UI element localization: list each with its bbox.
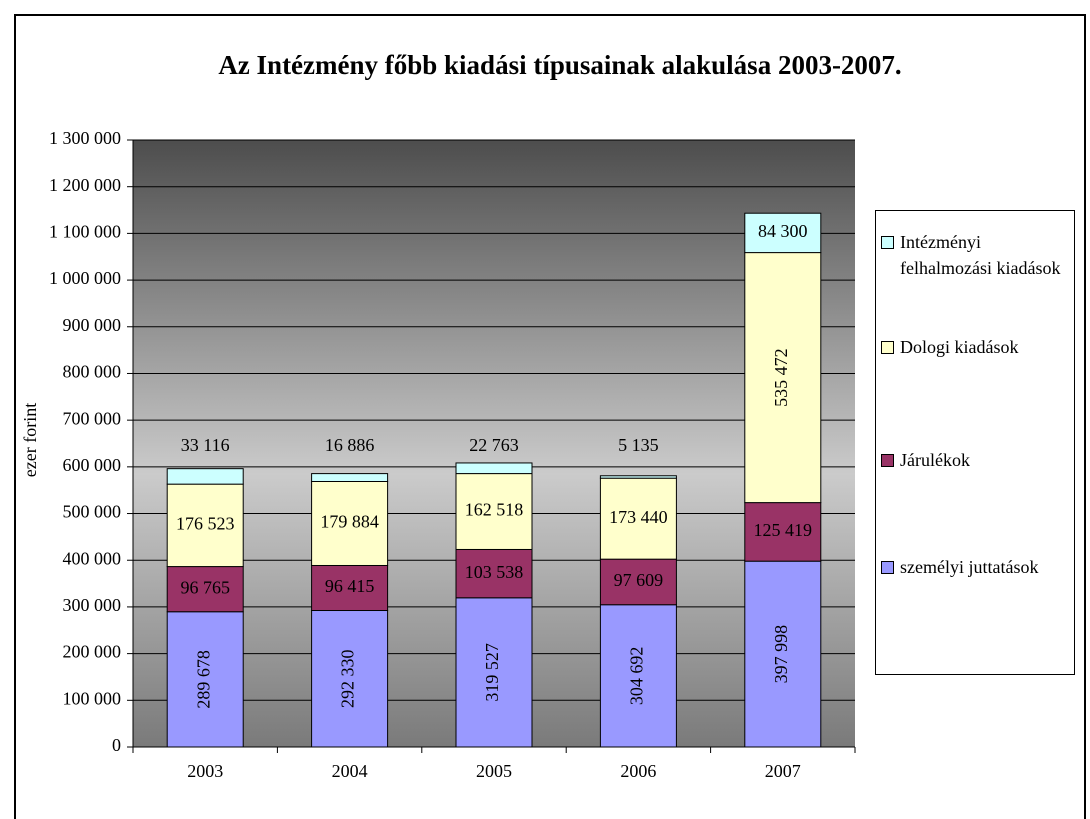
- value-label: 179 884: [320, 512, 379, 532]
- value-label: 125 419: [754, 520, 813, 540]
- y-tick-label: 1 100 000: [49, 222, 121, 242]
- value-label: 176 523: [176, 513, 235, 533]
- bar-segment: [311, 564, 389, 612]
- value-label: 5 135: [618, 435, 659, 455]
- value-label: 162 518: [465, 500, 524, 520]
- legend-swatch: [881, 236, 894, 249]
- x-tick-label: 2007: [765, 761, 801, 781]
- value-label: 319 527: [482, 643, 502, 702]
- y-tick-label: 700 000: [63, 408, 122, 428]
- bar-segment: [166, 468, 244, 485]
- y-tick-label: 900 000: [63, 315, 122, 335]
- legend-swatch: [881, 561, 894, 574]
- y-tick-label: 0: [112, 735, 121, 755]
- y-tick-label: 100 000: [63, 688, 122, 708]
- bar-segment: [166, 611, 244, 748]
- x-tick-label: 2004: [332, 761, 368, 781]
- bar-segment: [455, 462, 533, 475]
- bar-segment: [311, 473, 389, 482]
- value-label: 292 330: [338, 650, 358, 709]
- y-tick-label: 1 200 000: [49, 175, 121, 195]
- legend-swatch: [881, 454, 894, 467]
- value-label: 16 886: [325, 435, 375, 455]
- y-tick-label: 300 000: [63, 595, 122, 615]
- x-tick-label: 2005: [476, 761, 512, 781]
- legend-entry: Járulékok: [881, 447, 1071, 473]
- value-label: 22 763: [469, 435, 519, 455]
- y-tick-label: 1 000 000: [49, 268, 121, 288]
- y-tick-label: 1 300 000: [49, 128, 121, 148]
- value-label: 33 116: [181, 435, 230, 455]
- bar-segment: [744, 560, 822, 748]
- bar-segment: [166, 566, 244, 613]
- value-label: 97 609: [614, 570, 664, 590]
- legend-entry: Intézményi felhalmozási kiadások: [881, 229, 1071, 281]
- legend-label: személyi juttatások: [900, 557, 1039, 577]
- value-label: 289 678: [193, 650, 213, 709]
- legend-entry: Dologi kiadások: [881, 334, 1071, 360]
- value-label: 84 300: [758, 221, 808, 241]
- legend-label: Járulékok: [900, 450, 970, 470]
- legend-label: Intézményi felhalmozási kiadások: [900, 232, 1061, 278]
- value-label: 96 415: [325, 576, 375, 596]
- chart-title: Az Intézmény főbb kiadási típusainak ala…: [218, 50, 901, 80]
- bar-segment: [455, 548, 533, 599]
- y-tick-label: 600 000: [63, 455, 122, 475]
- bar-segment: [599, 604, 677, 748]
- bar-segment: [311, 610, 389, 748]
- y-tick-label: 400 000: [63, 548, 122, 568]
- bar-segment: [311, 480, 389, 566]
- y-tick-label: 200 000: [63, 642, 122, 662]
- bar-segment: [599, 475, 677, 479]
- bar-segment: [744, 502, 822, 562]
- value-label: 535 472: [771, 348, 791, 407]
- y-axis-label: ezer forint: [20, 403, 40, 477]
- legend-swatch: [881, 341, 894, 354]
- value-label: 103 538: [465, 562, 524, 582]
- legend-entry: személyi juttatások: [881, 554, 1071, 580]
- bar-segment: [599, 477, 677, 560]
- x-tick-label: 2006: [620, 761, 656, 781]
- y-tick-label: 500 000: [63, 502, 122, 522]
- value-label: 304 692: [627, 647, 647, 706]
- value-label: 173 440: [609, 507, 668, 527]
- x-tick-label: 2003: [187, 761, 223, 781]
- legend: Intézményi felhalmozási kiadások Dologi k…: [875, 210, 1075, 675]
- value-label: 397 998: [771, 625, 791, 684]
- bar-segment: [744, 212, 822, 254]
- value-label: 96 765: [180, 577, 230, 597]
- frame: [14, 14, 1086, 819]
- legend-label: Dologi kiadások: [900, 337, 1019, 357]
- y-tick-label: 800 000: [63, 362, 122, 382]
